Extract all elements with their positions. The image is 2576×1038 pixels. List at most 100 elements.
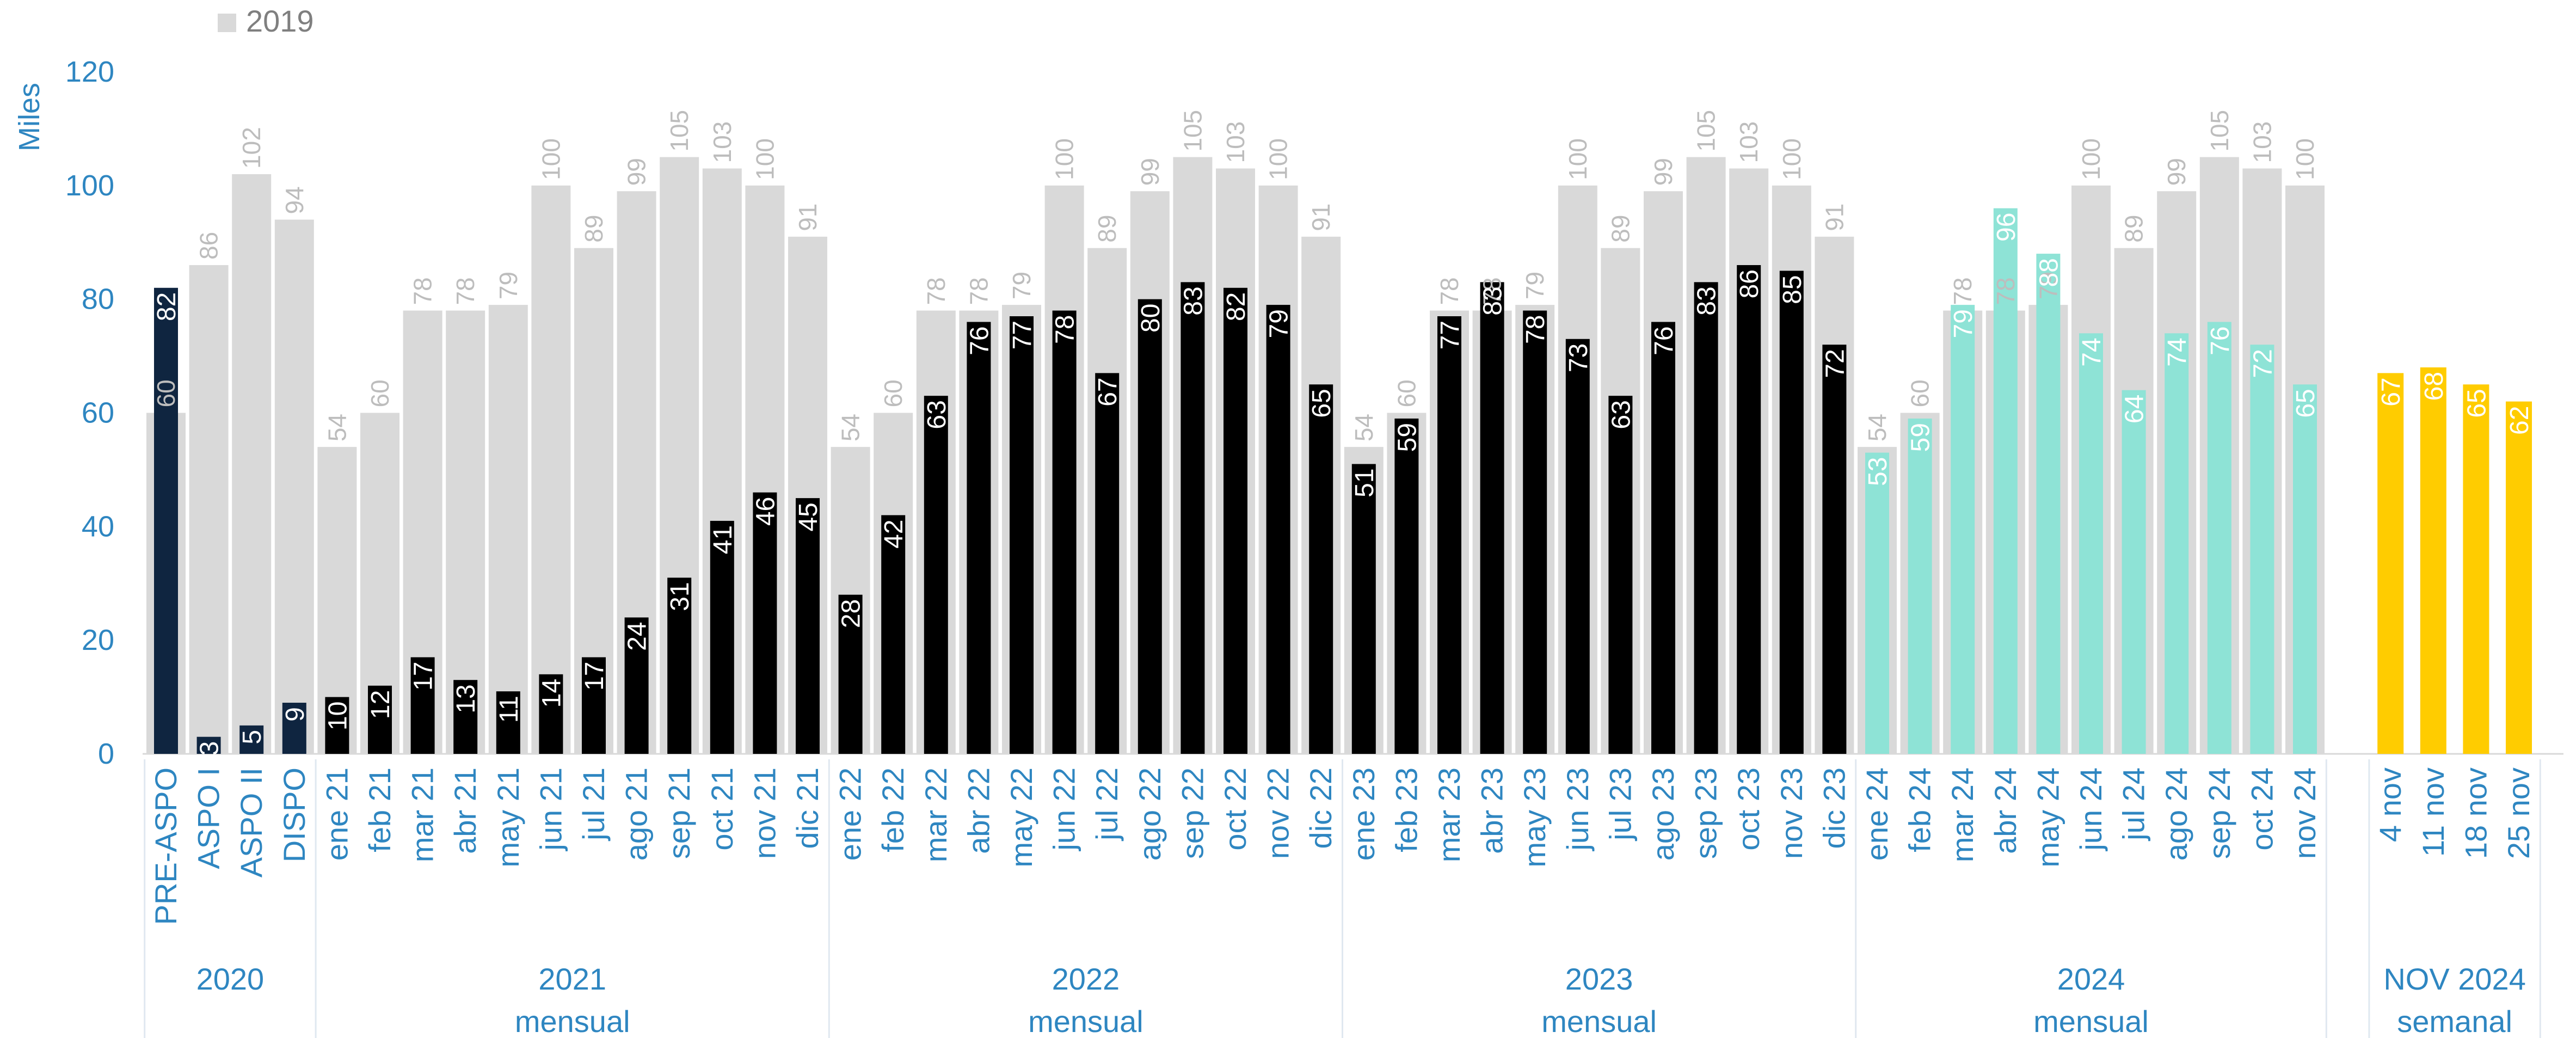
label-2019: 100 xyxy=(751,138,779,180)
bar-value xyxy=(2463,384,2489,754)
bar-value xyxy=(2377,373,2404,754)
group-year-label: 2020 xyxy=(196,962,265,996)
label-value: 42 xyxy=(880,519,908,548)
label-value: 17 xyxy=(580,661,609,690)
bar-value xyxy=(1224,287,1247,754)
label-value: 80 xyxy=(1136,304,1165,333)
x-tick-label: sep 22 xyxy=(1175,767,1209,859)
label-value: 64 xyxy=(2120,395,2149,423)
label-value: 63 xyxy=(1607,400,1636,429)
label-value: 74 xyxy=(2163,337,2192,366)
label-value: 67 xyxy=(2377,377,2406,406)
label-2019: 54 xyxy=(323,414,351,441)
label-value: 82 xyxy=(1222,292,1251,321)
label-value: 74 xyxy=(2077,337,2106,366)
x-tick-label: nov 24 xyxy=(2288,767,2322,859)
x-tick-label: 4 nov xyxy=(2373,767,2407,842)
label-2019: 99 xyxy=(1136,158,1164,186)
label-2019: 89 xyxy=(2120,215,2148,243)
label-2019: 100 xyxy=(1050,138,1079,180)
label-value: 28 xyxy=(837,599,866,628)
label-value: 86 xyxy=(1735,269,1764,298)
group-year-label: 2021 xyxy=(538,962,606,996)
label-2019: 105 xyxy=(1178,110,1207,152)
x-tick-label: dic 21 xyxy=(790,767,825,849)
bar-value xyxy=(2506,401,2532,754)
label-2019: 78 xyxy=(1435,277,1464,305)
label-2019: 78 xyxy=(1478,277,1507,305)
group-year-label: NOV 2024 xyxy=(2383,962,2526,996)
label-2019: 79 xyxy=(1521,272,1549,299)
bar-value xyxy=(1095,373,1120,754)
group-period-label: mensual xyxy=(1028,1004,1143,1038)
label-value: 83 xyxy=(1479,286,1508,315)
label-2019: 79 xyxy=(1007,272,1036,299)
label-2019: 94 xyxy=(280,186,309,214)
x-tick-label: ene 24 xyxy=(1860,767,1894,861)
x-tick-label: ago 22 xyxy=(1133,767,1167,861)
label-value: 59 xyxy=(1393,423,1422,452)
bar-value xyxy=(1865,452,1889,754)
label-2019: 91 xyxy=(794,204,822,231)
bar-2019 xyxy=(232,174,272,754)
bar-value xyxy=(154,287,178,754)
bar-2019 xyxy=(531,185,571,754)
bar-value xyxy=(496,691,520,754)
bar-value xyxy=(1052,310,1077,754)
label-2019: 100 xyxy=(1778,138,1806,180)
x-tick-label: ago 23 xyxy=(1646,767,1680,861)
bar-value xyxy=(1694,282,1718,754)
label-2019: 78 xyxy=(409,277,437,305)
x-tick-label: mar 24 xyxy=(1945,767,1979,862)
x-tick-label: jun 22 xyxy=(1047,767,1081,852)
bar-value xyxy=(1651,322,1675,754)
legend: 2019 xyxy=(218,4,314,38)
bar-value xyxy=(796,498,820,754)
x-tick-label: ene 21 xyxy=(319,767,354,861)
label-2019: 89 xyxy=(1606,215,1634,243)
bar-value xyxy=(2420,367,2446,754)
x-tick-label: ago 24 xyxy=(2159,767,2193,861)
bar-value xyxy=(967,322,991,754)
label-value: 83 xyxy=(1179,286,1208,315)
label-2019: 105 xyxy=(2205,110,2234,152)
label-2019: 89 xyxy=(1093,215,1121,243)
bar-value xyxy=(325,697,349,754)
label-2019: 89 xyxy=(580,215,608,243)
bar-value xyxy=(1138,299,1162,754)
bar-value xyxy=(2036,254,2061,754)
label-value: 88 xyxy=(2034,258,2063,287)
label-value: 72 xyxy=(2248,349,2277,378)
label-2019: 103 xyxy=(1221,121,1250,163)
label-value: 73 xyxy=(1564,343,1593,372)
bar-value xyxy=(1993,208,2018,754)
label-value: 78 xyxy=(1051,315,1080,344)
group-year-label: 2022 xyxy=(1052,962,1120,996)
bar-2019 xyxy=(488,305,528,754)
x-tick-label: feb 22 xyxy=(876,767,910,852)
bar-value xyxy=(1779,271,1804,754)
label-2019: 105 xyxy=(665,110,693,152)
bar-value xyxy=(1480,282,1504,754)
x-tick-label: feb 23 xyxy=(1389,767,1423,852)
label-2019: 102 xyxy=(237,127,266,169)
label-value: 53 xyxy=(1864,457,1892,486)
label-value: 78 xyxy=(1521,315,1550,344)
bar-2019 xyxy=(189,265,229,754)
bar-value xyxy=(1608,396,1633,754)
label-value: 63 xyxy=(923,400,951,429)
bar-value xyxy=(1822,345,1847,754)
bar-value xyxy=(539,674,563,754)
y-tick-label: 60 xyxy=(82,397,114,429)
x-tick-label: abr 21 xyxy=(448,767,482,854)
label-2019: 103 xyxy=(1735,121,1763,163)
label-2019: 79 xyxy=(2034,272,2062,299)
bar-value xyxy=(282,703,306,754)
label-2019: 100 xyxy=(1564,138,1592,180)
bar-value xyxy=(1565,339,1590,754)
label-2019: 78 xyxy=(964,277,993,305)
bar-value xyxy=(2250,345,2274,754)
x-tick-label: sep 24 xyxy=(2202,767,2236,859)
y-tick-label: 100 xyxy=(65,169,114,202)
label-2019: 91 xyxy=(1307,204,1335,231)
